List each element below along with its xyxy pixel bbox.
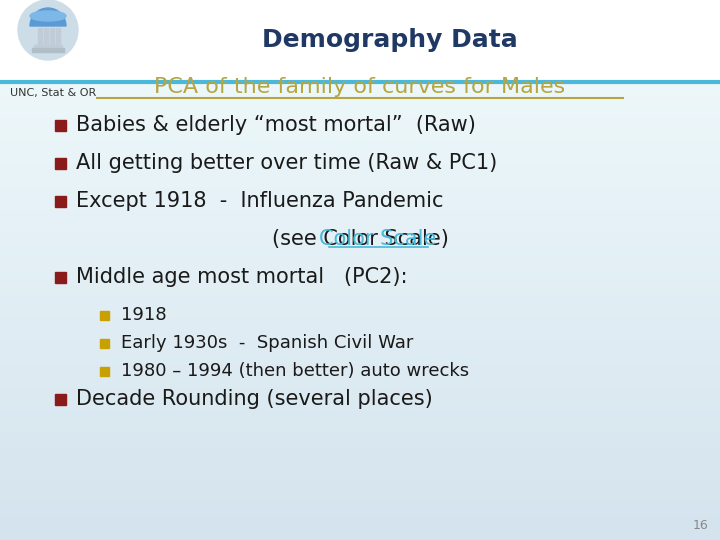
Bar (0, 316, 720, 325)
Bar (0, 263, 720, 272)
Bar (100, 367, 109, 375)
Bar (0, 516, 720, 525)
Bar (0, 240, 720, 248)
Bar (0, 363, 720, 372)
Text: 1980 – 1994 (then better) auto wrecks: 1980 – 1994 (then better) auto wrecks (121, 362, 469, 380)
Bar (0, 531, 720, 540)
Bar (0, 278, 720, 287)
Bar (0, 194, 720, 202)
Bar (32, 48, 64, 52)
Bar (0, 393, 720, 402)
Bar (0, 524, 720, 532)
Bar (55, 158, 66, 168)
Bar (0, 79, 720, 87)
Bar (0, 416, 720, 425)
Bar (0, 156, 720, 164)
Bar (0, 294, 720, 302)
Text: All getting better over time (Raw & PC1): All getting better over time (Raw & PC1) (76, 153, 498, 173)
Bar (0, 493, 720, 502)
Text: (see Color Scale): (see Color Scale) (271, 229, 449, 249)
Bar (0, 94, 720, 103)
Bar (0, 347, 720, 356)
Bar (0, 255, 720, 264)
Bar (0, 102, 720, 111)
Bar (0, 110, 720, 118)
Bar (0, 447, 720, 456)
Bar (38, 28, 42, 46)
Bar (0, 309, 720, 318)
Ellipse shape (30, 11, 66, 21)
Bar (0, 462, 720, 471)
Text: Early 1930s  -  Spanish Civil War: Early 1930s - Spanish Civil War (121, 334, 413, 352)
Bar (0, 286, 720, 295)
Bar (0, 355, 720, 363)
Text: UNC, Stat & OR: UNC, Stat & OR (10, 88, 96, 98)
Bar (0, 171, 720, 180)
Bar (0, 409, 720, 417)
Bar (0, 186, 720, 195)
Bar (0, 179, 720, 187)
Bar (55, 195, 66, 206)
Bar (0, 508, 720, 517)
Text: 16: 16 (692, 519, 708, 532)
Text: Middle age most mortal   (PC2):: Middle age most mortal (PC2): (76, 267, 408, 287)
Text: PCA of the family of curves for Males: PCA of the family of curves for Males (154, 77, 566, 97)
Bar (0, 340, 720, 348)
Text: Color Scale: Color Scale (319, 229, 437, 249)
Bar (0, 401, 720, 410)
Bar (0, 370, 720, 379)
FancyBboxPatch shape (0, 0, 720, 80)
Bar (0, 431, 720, 440)
Bar (0, 501, 720, 509)
Bar (0, 301, 720, 310)
Wedge shape (30, 8, 66, 26)
Text: Babies & elderly “most mortal”  (Raw): Babies & elderly “most mortal” (Raw) (76, 115, 476, 135)
Bar (0, 148, 720, 157)
Bar (0, 248, 720, 256)
Bar (0, 325, 720, 333)
Bar (0, 133, 720, 141)
Bar (56, 28, 60, 46)
Bar (0, 117, 720, 126)
Bar (0, 125, 720, 134)
Bar (55, 119, 66, 131)
Circle shape (18, 0, 78, 60)
Bar (0, 201, 720, 211)
Bar (44, 28, 48, 46)
Bar (0, 332, 720, 341)
Text: 1918: 1918 (121, 306, 166, 324)
Bar (34, 45, 62, 48)
Bar (0, 478, 720, 487)
Bar (0, 210, 720, 218)
Bar (55, 394, 66, 404)
Bar (0, 86, 720, 96)
Bar (100, 310, 109, 320)
Bar (0, 455, 720, 463)
Bar (0, 470, 720, 478)
Bar (0, 378, 720, 387)
Bar (0, 163, 720, 172)
Bar (0, 271, 720, 279)
Bar (0, 424, 720, 433)
Bar (0, 225, 720, 233)
Bar (55, 272, 66, 282)
Bar (0, 232, 720, 241)
Bar (100, 339, 109, 348)
Bar (0, 440, 720, 448)
Bar (0, 140, 720, 149)
Bar (0, 217, 720, 226)
Text: Except 1918  -  Influenza Pandemic: Except 1918 - Influenza Pandemic (76, 191, 444, 211)
Bar (50, 28, 54, 46)
Text: Decade Rounding (several places): Decade Rounding (several places) (76, 389, 433, 409)
Bar (0, 485, 720, 494)
Bar (0, 386, 720, 394)
Text: Demography Data: Demography Data (262, 28, 518, 52)
